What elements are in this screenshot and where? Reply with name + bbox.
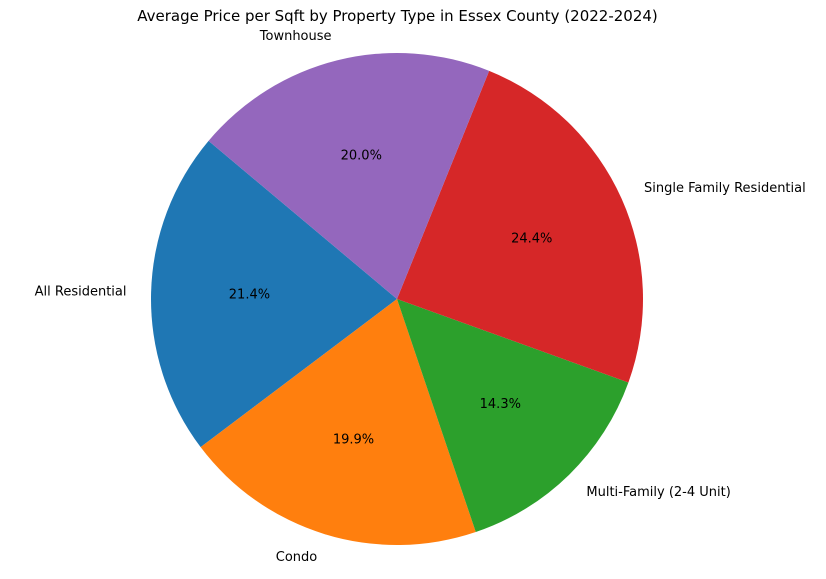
category-label-single-family-residential: Single Family Residential bbox=[644, 181, 806, 196]
pie-slice-townhouse bbox=[208, 52, 490, 299]
pie-slices bbox=[150, 52, 643, 545]
percent-label-all-residential: 21.4% bbox=[229, 288, 270, 303]
category-label-townhouse: Townhouse bbox=[259, 29, 332, 44]
percent-labels: 21.4% 19.9% 14.3% 24.4% 20.0% bbox=[229, 148, 553, 447]
category-label-multi-family-2-4-unit: Multi-Family (2-4 Unit) bbox=[586, 485, 730, 500]
pie-slice-condo bbox=[200, 299, 476, 545]
percent-label-condo: 19.9% bbox=[333, 433, 374, 448]
percent-label-townhouse: 20.0% bbox=[341, 148, 382, 163]
category-label-all-residential: All Residential bbox=[35, 285, 127, 300]
pie-slice-all-residential bbox=[150, 140, 397, 448]
percent-label-single-family-residential: 24.4% bbox=[511, 231, 552, 246]
pie-slice-multi-family-2-4-unit bbox=[397, 299, 629, 533]
category-labels: All Residential Condo Multi-Family (2-4 Un… bbox=[35, 29, 806, 565]
chart-title: Average Price per Sqft by Property Type … bbox=[137, 7, 658, 25]
percent-label-multi-family-2-4-unit: 14.3% bbox=[480, 397, 521, 412]
category-label-condo: Condo bbox=[276, 550, 318, 565]
pie-slice-single-family-residential bbox=[397, 70, 643, 383]
